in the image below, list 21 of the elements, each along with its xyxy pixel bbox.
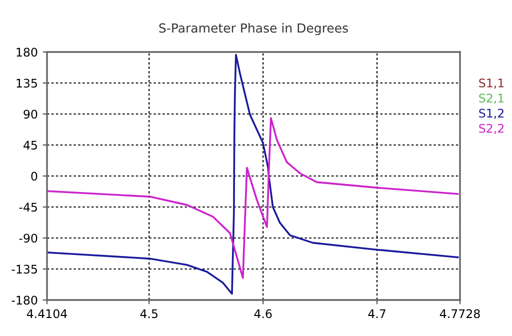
text: S2,2 xyxy=(479,124,504,134)
y-tick-label: 90 xyxy=(24,110,38,119)
y-tick-label: -180 xyxy=(12,296,38,305)
text: S1,2 xyxy=(479,108,504,119)
chart-title: S-Parameter Phase in Degrees xyxy=(159,23,348,36)
x-tick-label: 4.4104 xyxy=(26,309,67,318)
x-tick-label: 4.7728 xyxy=(440,309,480,318)
line-series xyxy=(47,117,459,279)
y-tick-label: -90 xyxy=(19,234,38,243)
legend-label: S1,1 xyxy=(479,78,504,89)
y-tick-label: 45 xyxy=(24,140,37,150)
x-tick-label: 4.5 xyxy=(140,309,158,318)
x-tick-label: 4.7 xyxy=(368,309,386,318)
line-series xyxy=(47,54,459,295)
y-tick-label: 0 xyxy=(31,172,38,181)
y-tick-label: -45 xyxy=(19,202,37,212)
y-tick-label: 135 xyxy=(16,78,37,88)
legend-label: S2,1 xyxy=(479,94,504,104)
y-tick-label: -135 xyxy=(12,264,37,274)
x-tick-label: 4.6 xyxy=(254,309,272,318)
y-tick-label: 180 xyxy=(16,48,38,57)
